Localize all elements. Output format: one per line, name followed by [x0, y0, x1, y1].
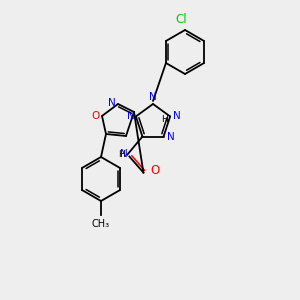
Text: H: H: [161, 116, 168, 124]
Text: O: O: [92, 111, 100, 121]
Text: Cl: Cl: [175, 13, 187, 26]
Text: N: N: [173, 111, 181, 122]
Text: H: H: [118, 150, 124, 159]
Text: N: N: [108, 98, 116, 108]
Text: N: N: [149, 92, 157, 102]
Text: N: N: [120, 148, 128, 159]
Text: CH₃: CH₃: [92, 219, 110, 229]
Text: O: O: [150, 164, 160, 177]
Text: N: N: [127, 111, 135, 122]
Text: N: N: [167, 132, 174, 142]
